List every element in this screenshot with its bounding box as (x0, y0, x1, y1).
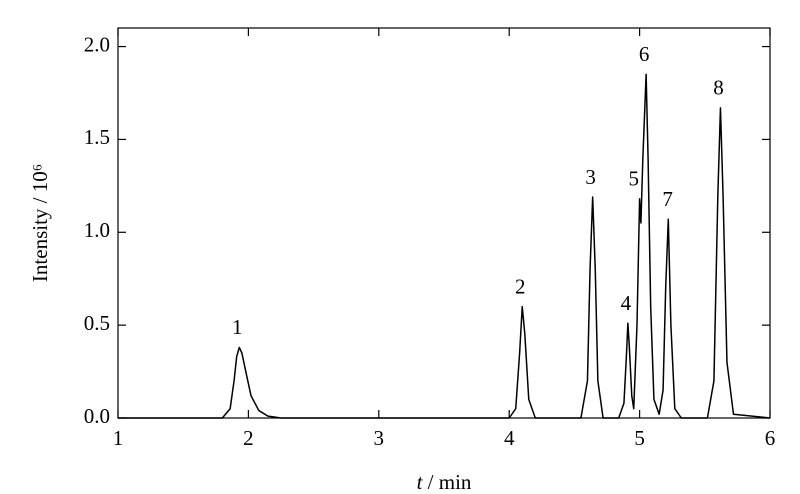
peak-label: 6 (639, 42, 650, 66)
peak-label: 1 (232, 315, 243, 339)
peak-label: 5 (628, 167, 639, 191)
x-tick-label: 3 (374, 426, 385, 450)
x-tick-label: 6 (765, 426, 776, 450)
y-tick-label: 0.5 (84, 311, 110, 335)
peak-label: 3 (585, 165, 596, 189)
y-tick-label: 1.0 (84, 218, 110, 242)
x-tick-label: 4 (504, 426, 515, 450)
x-axis-label-unit: / min (422, 470, 472, 494)
x-axis-label: t / min (417, 470, 472, 494)
y-axis-label: Intensity / 10⁶ (28, 164, 52, 282)
peak-label: 7 (662, 187, 673, 211)
peak-label: 4 (621, 291, 632, 315)
x-axis-label-var: t (417, 470, 424, 494)
y-tick-label: 2.0 (84, 32, 110, 56)
peak-label: 8 (713, 76, 724, 100)
peak-label: 2 (515, 274, 526, 298)
x-tick-label: 1 (113, 426, 124, 450)
x-tick-label: 2 (243, 426, 254, 450)
y-tick-label: 1.5 (84, 125, 110, 149)
chromatogram-line (118, 73, 771, 419)
y-tick-label: 0.0 (84, 404, 110, 428)
x-tick-label: 5 (634, 426, 645, 450)
